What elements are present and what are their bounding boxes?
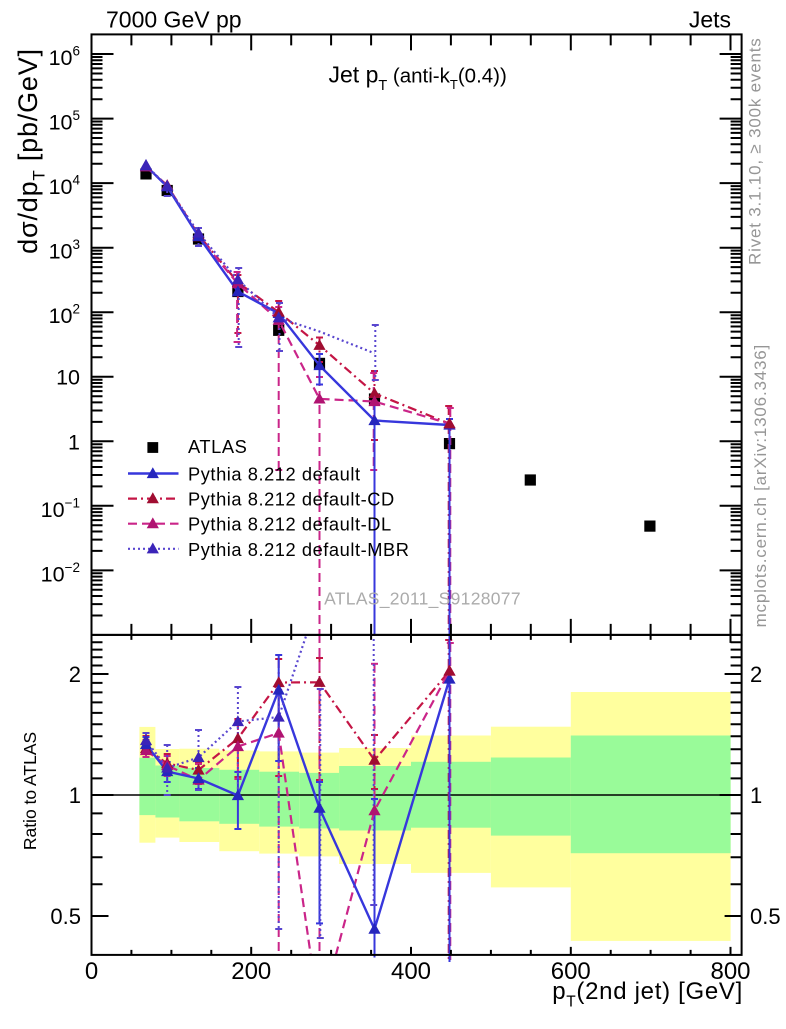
svg-text:10: 10 xyxy=(56,366,80,390)
svg-text:0: 0 xyxy=(85,958,98,985)
svg-text:ATLAS: ATLAS xyxy=(188,436,247,457)
svg-text:2: 2 xyxy=(750,662,762,687)
svg-text:7000 GeV pp: 7000 GeV pp xyxy=(106,7,242,33)
svg-text:ATLAS_2011_S9128077: ATLAS_2011_S9128077 xyxy=(324,589,521,610)
svg-text:Jets: Jets xyxy=(689,7,731,33)
svg-text:mcplots.cern.ch [arXiv:1306.34: mcplots.cern.ch [arXiv:1306.3436] xyxy=(751,344,770,627)
svg-text:1: 1 xyxy=(750,783,762,808)
svg-text:800: 800 xyxy=(710,958,750,985)
svg-text:0.5: 0.5 xyxy=(750,904,781,929)
svg-text:Rivet 3.1.10, ≥ 300k events: Rivet 3.1.10, ≥ 300k events xyxy=(746,37,765,265)
svg-text:400: 400 xyxy=(391,958,431,985)
svg-text:Ratio to ATLAS: Ratio to ATLAS xyxy=(20,732,40,850)
svg-text:200: 200 xyxy=(231,958,271,985)
svg-text:0.5: 0.5 xyxy=(50,904,81,929)
svg-text:Pythia 8.212 default-MBR: Pythia 8.212 default-MBR xyxy=(188,539,410,560)
svg-text:600: 600 xyxy=(551,958,591,985)
svg-text:Pythia 8.212 default-DL: Pythia 8.212 default-DL xyxy=(188,514,392,535)
svg-text:10−2: 10−2 xyxy=(41,560,80,587)
svg-text:Pythia 8.212 default: Pythia 8.212 default xyxy=(188,464,361,485)
svg-text:dσ/dpT [pb/GeV]: dσ/dpT [pb/GeV] xyxy=(13,48,49,254)
svg-text:2: 2 xyxy=(69,662,81,687)
svg-text:10−1: 10−1 xyxy=(41,495,80,522)
svg-text:1: 1 xyxy=(68,430,80,454)
svg-text:1: 1 xyxy=(69,783,81,808)
svg-text:Pythia 8.212 default-CD: Pythia 8.212 default-CD xyxy=(188,489,395,510)
